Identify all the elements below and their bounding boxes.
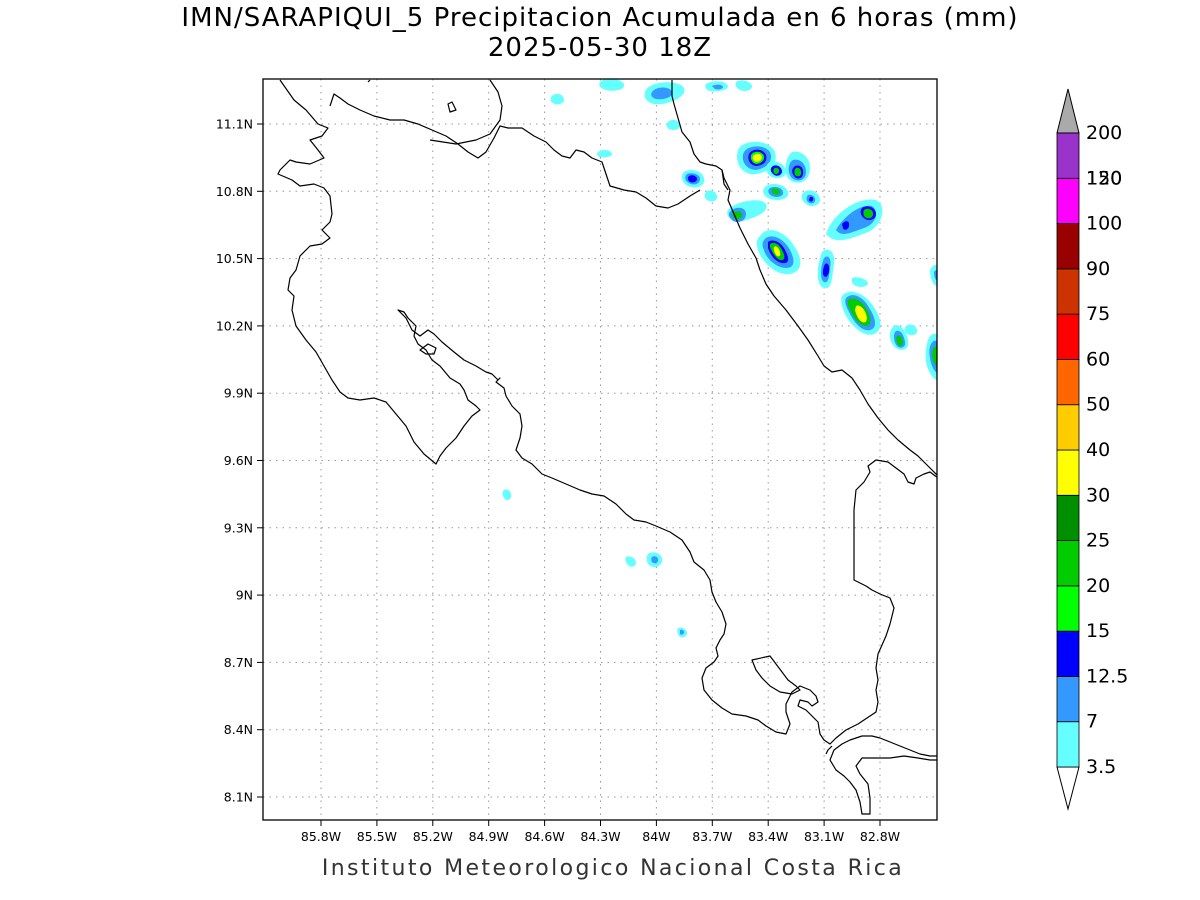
rain-cell: [841, 291, 881, 335]
colorbar-label: 75: [1086, 303, 1110, 325]
rain-cell: [756, 230, 801, 275]
rain-cell: [826, 199, 883, 241]
colorbar-swatch: [1056, 404, 1080, 451]
colorbar-swatch: [1056, 630, 1080, 677]
lat-tick-label: 10.5N: [216, 251, 253, 266]
colorbar-swatch: [1056, 132, 1080, 179]
rain-cell: [502, 489, 512, 501]
rain-cell: [735, 80, 752, 91]
colorbar-upper-arrow: [1056, 88, 1080, 134]
rain-cell: [736, 141, 776, 175]
rain-cell: [681, 170, 705, 188]
colorbar-swatch: [1056, 494, 1080, 541]
colorbar-swatch: [1056, 223, 1080, 270]
coastline-borders: [277, 79, 937, 815]
lon-tick-label: 83.1W: [804, 829, 844, 844]
rain-cell: [651, 556, 659, 564]
colorbar-swatch: [1056, 721, 1080, 768]
rain-cell: [851, 277, 868, 287]
colorbar-label: 60: [1086, 348, 1110, 370]
colorbar-swatch: [1056, 449, 1080, 496]
lon-tick-label: 85.5W: [357, 829, 397, 844]
colorbar-swatch: [1056, 540, 1080, 587]
colorbar-label: 7: [1086, 711, 1098, 733]
rain-cell: [801, 190, 820, 207]
rain-cell: [625, 556, 636, 567]
map-title: IMN/SARAPIQUI_5 Precipitacion Acumulada …: [181, 3, 1019, 33]
rain-cell: [763, 184, 789, 200]
lat-tick-label: 8.4N: [224, 722, 253, 737]
rain-cell: [712, 84, 723, 90]
colorbar-label: 90: [1086, 258, 1110, 280]
rain-cell: [727, 200, 767, 222]
lat-tick-label: 11.1N: [216, 117, 253, 132]
colorbar-lower-arrow: [1056, 766, 1080, 811]
colorbar-label: 3.5: [1086, 756, 1116, 778]
colorbar-label: 20: [1086, 575, 1110, 597]
rain-cell: [904, 324, 918, 336]
lat-tick-label: 10.2N: [216, 318, 253, 333]
lon-tick-label: 84W: [642, 829, 670, 844]
rain-cell: [704, 190, 718, 202]
colorbar-label: 15: [1086, 620, 1110, 642]
colorbar-label: 40: [1086, 439, 1110, 461]
lat-tick-label: 9.6N: [224, 453, 253, 468]
lon-tick-label: 83.4W: [748, 829, 788, 844]
lat-tick-label: 9.9N: [224, 386, 253, 401]
lon-tick-label: 85.2W: [413, 829, 453, 844]
rain-cell: [666, 119, 680, 130]
lon-tick-label: 85.8W: [301, 829, 341, 844]
lon-tick-label: 83.7W: [692, 829, 732, 844]
rain-cell: [599, 79, 625, 91]
rain-cell: [596, 149, 612, 158]
rain-cell: [930, 265, 937, 287]
rain-cell: [925, 333, 937, 380]
lat-tick-label: 9N: [236, 588, 253, 603]
colorbar-swatch: [1056, 313, 1080, 360]
rain-cell: [889, 325, 909, 350]
colorbar-label: 200: [1086, 122, 1122, 144]
colorbar-swatch: [1056, 177, 1080, 224]
map-date: 2025-05-30 18Z: [487, 33, 713, 63]
longitude-tick-labels: 85.8W 85.5W 85.2W 84.9W 84.6W 84.3W 84W 83.7W 83…: [301, 820, 900, 844]
colorbar-label: 50: [1086, 394, 1110, 416]
lat-tick-label: 10.8N: [216, 184, 253, 199]
colorbar-label: 120: [1086, 167, 1122, 189]
rain-cell: [651, 87, 673, 100]
rain-cell: [766, 161, 786, 179]
lon-tick-label: 84.3W: [580, 829, 620, 844]
lon-tick-label: 82.8W: [860, 829, 900, 844]
colorbar-swatch: [1056, 268, 1080, 315]
lat-tick-label: 9.3N: [224, 520, 253, 535]
rain-cell: [817, 249, 835, 289]
colorbar-swatch: [1056, 359, 1080, 406]
colorbar-label: 150: [1086, 167, 1122, 189]
lat-tick-label: 8.7N: [224, 655, 253, 670]
rain-cell: [785, 151, 810, 183]
rain-cell: [550, 93, 564, 105]
lon-tick-label: 84.6W: [524, 829, 564, 844]
precipitation-field: [502, 79, 937, 638]
colorbar-swatch: [1056, 676, 1080, 723]
footer-credit: Instituto Meteorologico Nacional Costa R…: [321, 856, 905, 881]
colorbar-label: 30: [1086, 484, 1110, 506]
graticule-grid: [263, 79, 937, 820]
colorbar-label: 12.5: [1086, 665, 1128, 687]
lat-tick-label: 8.1N: [224, 790, 253, 805]
colorbar-label: 25: [1086, 530, 1110, 552]
colorbar-swatch: [1056, 585, 1080, 632]
latitude-tick-labels: 11.1N 10.8N 10.5N 10.2N 9.9N 9.6N 9.3N 9N 8.7N 8.…: [216, 117, 263, 805]
lon-tick-label: 84.9W: [469, 829, 509, 844]
colorbar-label: 100: [1086, 213, 1122, 235]
rain-cell: [680, 629, 685, 635]
